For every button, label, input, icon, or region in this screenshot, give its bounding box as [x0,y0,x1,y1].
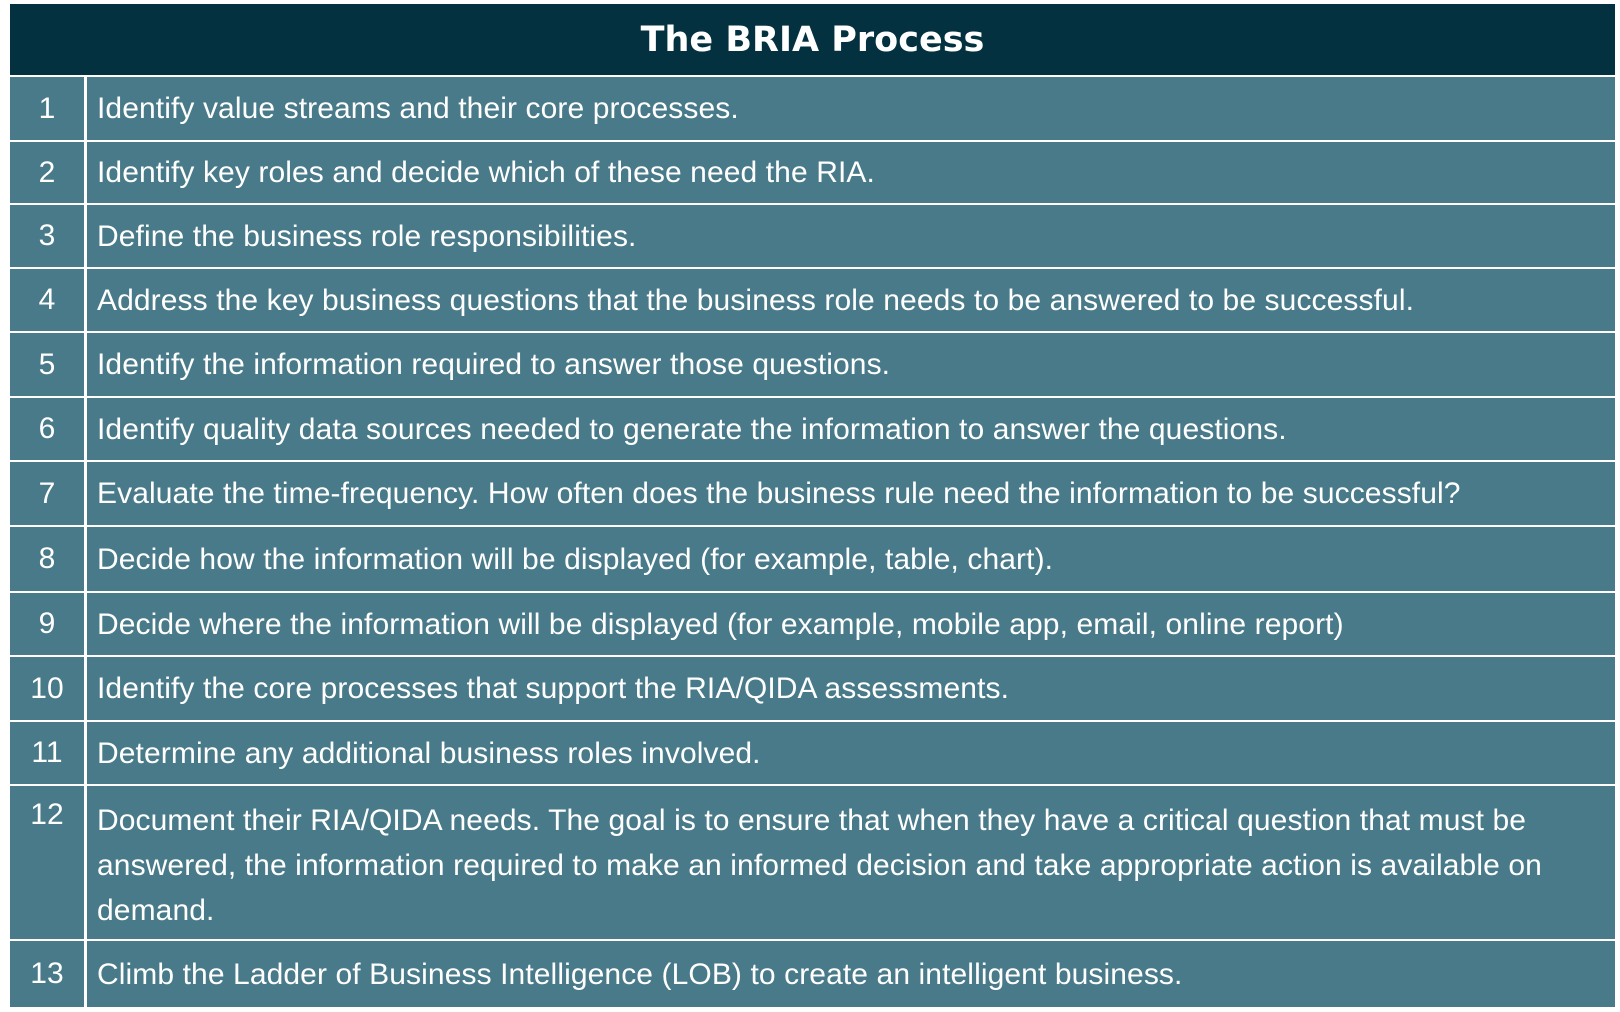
step-text: Decide how the information will be displ… [97,542,1054,576]
step-number: 1 [10,77,87,140]
step-number: 3 [10,205,87,267]
table-title: The BRIA Process [10,4,1615,77]
step-number: 5 [10,333,87,396]
bria-process-table: The BRIA Process 1 Identify value stream… [10,4,1615,1007]
table-row: 8 Decide how the information will be dis… [10,527,1615,593]
step-text: Evaluate the time-frequency. How often d… [97,477,1461,510]
step-number: 11 [10,722,87,784]
step-text: Define the business role responsibilitie… [97,219,637,253]
table-row: 4 Address the key business questions tha… [10,269,1615,333]
step-text: Identify value streams and their core pr… [97,92,739,125]
table-row: 10 Identify the core processes that supp… [10,657,1615,722]
table-row: 11 Determine any additional business rol… [10,722,1615,786]
step-text: Determine any additional business roles … [97,736,761,770]
table-row: 3 Define the business role responsibilit… [10,205,1615,269]
table-row: 5 Identify the information required to a… [10,333,1615,398]
step-text: Document their RIA/QIDA needs. The goal … [97,804,1542,927]
step-text: Identify quality data sources needed to … [97,412,1287,446]
step-number: 6 [10,398,87,460]
step-text: Address the key business questions that … [97,283,1415,317]
step-number: 13 [10,941,87,1007]
table-row: 7 Evaluate the time-frequency. How often… [10,462,1615,527]
step-text: Climb the Ladder of Business Intelligenc… [97,957,1183,991]
table-row: 13 Climb the Ladder of Business Intellig… [10,941,1615,1007]
step-text: Identify the core processes that support… [97,672,1010,705]
step-number: 8 [10,527,87,591]
table-row: 1 Identify value streams and their core … [10,77,1615,142]
step-number: 9 [10,593,87,655]
table-row: 9 Decide where the information will be d… [10,593,1615,657]
step-text: Identify the information required to ans… [97,348,891,381]
step-number: 10 [10,657,87,720]
step-number: 12 [10,786,87,939]
step-text: Decide where the information will be dis… [97,607,1344,641]
table-row: 6 Identify quality data sources needed t… [10,398,1615,462]
step-number: 4 [10,269,87,331]
table-row: 12 Document their RIA/QIDA needs. The go… [10,786,1615,941]
step-number: 2 [10,142,87,203]
step-number: 7 [10,462,87,525]
step-text: Identify key roles and decide which of t… [97,156,875,189]
table-row: 2 Identify key roles and decide which of… [10,142,1615,205]
